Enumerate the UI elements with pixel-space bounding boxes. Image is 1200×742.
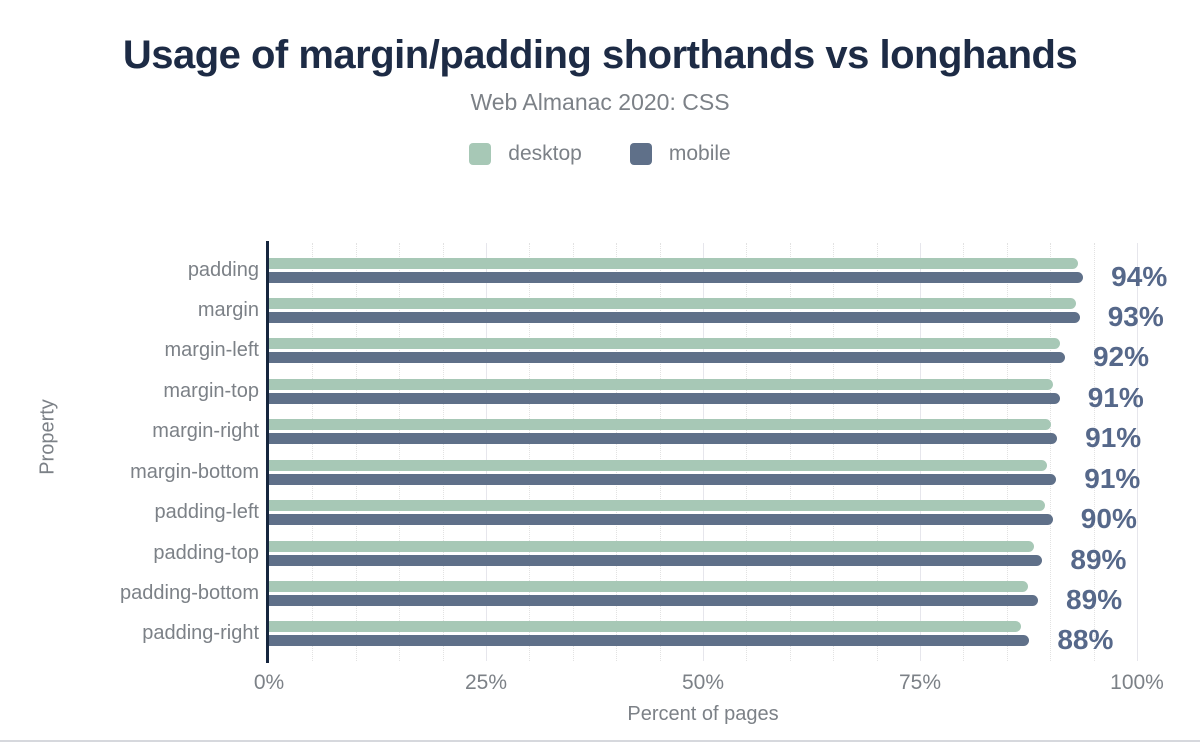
value-label: 91% [1087,381,1144,413]
mobile-bar [269,514,1053,526]
category-label: padding [187,258,259,281]
mobile-swatch-icon [629,143,652,165]
gridline [789,243,791,661]
x-tick-label: 75% [898,671,942,694]
mobile-bar [269,595,1039,607]
x-tick-label: 100% [1110,671,1164,694]
desktop-swatch-icon [469,143,492,165]
value-label: 93% [1107,300,1164,332]
gridline [963,243,965,661]
gridline [399,243,401,661]
gridline [1093,243,1095,661]
legend: desktop mobile [0,142,1200,166]
gridline [486,243,487,661]
category-label: margin-right [152,420,259,443]
chart-row: margin-top 91% [163,378,1144,413]
gridline [1006,243,1008,661]
chart-row: padding-top 89% [153,540,1137,575]
value-label: 91% [1085,422,1142,454]
x-axis-title: Percent of pages [627,703,779,725]
category-label: padding-right [142,622,259,645]
category-label: padding-top [153,541,259,564]
chart-row: padding 94% [188,257,1167,292]
chart-row: margin-bottom 91% [130,459,1140,494]
chart-row: margin-right 91% [152,419,1141,453]
category-label: margin [197,298,259,321]
gridline [833,243,835,661]
x-axis-ticks: 0% 25% 50% 75% 100% [254,671,1164,697]
mobile-bar [269,433,1058,445]
chart-row: margin 93% [198,297,1164,332]
y-axis-line [266,241,269,663]
mobile-bar [269,635,1030,647]
chart-row: margin-left 92% [165,338,1149,372]
legend-item-desktop: desktop [469,142,582,166]
gridline [920,243,921,661]
value-label: 92% [1092,341,1149,373]
mobile-bar [269,271,1084,283]
desktop-bar [269,459,1047,471]
category-label: margin-top [163,379,259,402]
desktop-bar [269,540,1034,552]
category-label: margin-left [164,339,259,362]
chart-title: Usage of margin/padding shorthands vs lo… [122,33,1078,77]
chart-row: padding-right 88% [142,621,1137,655]
x-tick-label: 25% [464,671,508,694]
gridline [659,243,661,661]
legend-item-mobile: mobile [629,142,731,166]
value-label: 94% [1111,260,1168,292]
desktop-bar [269,621,1021,633]
chart-row: padding-left 90% [154,500,1137,534]
desktop-bar [269,338,1060,350]
mobile-bar [269,311,1080,323]
desktop-bar [269,297,1077,309]
desktop-bar [269,581,1028,593]
desktop-bar [269,257,1078,269]
chart-subtitle: Web Almanac 2020: CSS [470,89,730,115]
mobile-bar [269,554,1043,566]
value-label: 91% [1084,462,1141,494]
gridline [616,243,618,661]
gridline [876,243,878,661]
mobile-bar [269,352,1065,364]
desktop-bar [269,419,1052,431]
gridline [1050,243,1052,661]
desktop-bar [269,378,1053,390]
category-label: padding-left [154,501,259,524]
category-label: padding-bottom [120,582,259,605]
gridline [572,243,574,661]
plot-area: padding 94% margin 93% margin-left 92% margin-… [120,241,1167,663]
x-tick-label: 50% [681,671,725,694]
gridline [355,243,357,661]
legend-label-desktop: desktop [508,142,582,165]
gridline [746,243,748,661]
mobile-bar [269,473,1057,485]
legend-label-mobile: mobile [668,142,731,165]
gridline [312,243,314,661]
value-label: 89% [1070,543,1127,575]
value-label: 89% [1066,584,1123,616]
value-label: 88% [1057,624,1114,656]
gridline [529,243,531,661]
gridline [442,243,444,661]
gridline [1137,243,1138,661]
gridline [703,243,704,661]
desktop-bar [269,500,1045,512]
value-label: 90% [1080,503,1137,535]
x-tick-label: 0% [253,671,285,694]
mobile-bar [269,392,1060,404]
chart-row: padding-bottom 89% [120,581,1137,615]
category-label: margin-bottom [130,460,259,483]
